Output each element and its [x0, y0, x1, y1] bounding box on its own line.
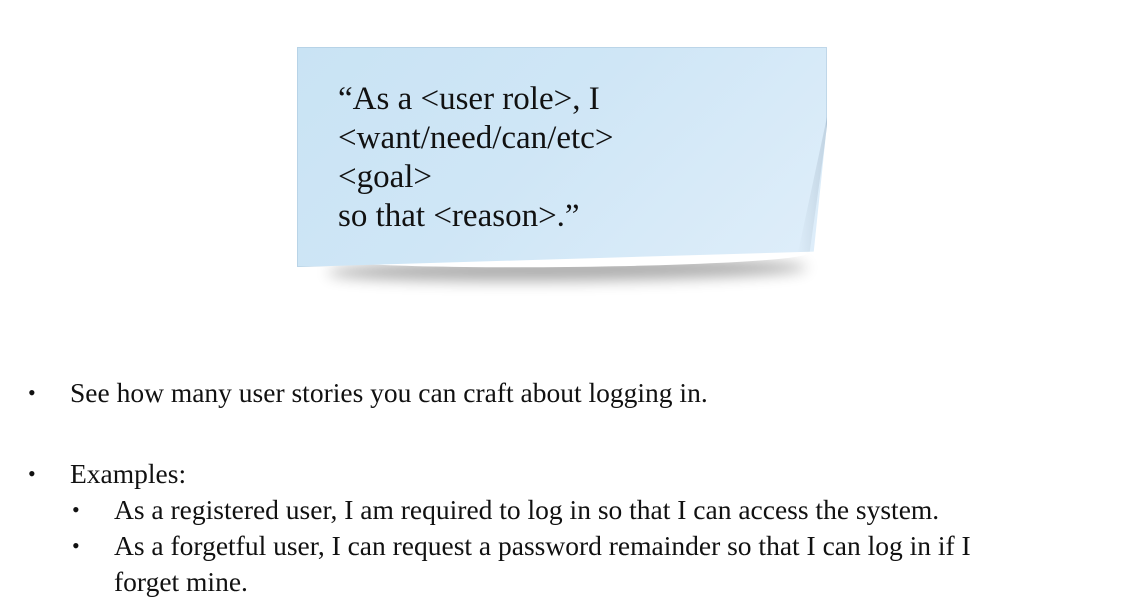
sticky-note-curl [797, 117, 827, 257]
sticky-note-paper: “As a <user role>, I <want/need/can/etc> <… [297, 47, 827, 267]
user-story-template: “As a <user role>, I <want/need/can/etc> <… [338, 80, 613, 236]
template-line-1: “As a <user role>, I [338, 81, 600, 117]
template-line-2: <want/need/can/etc> [338, 120, 614, 156]
example-forgetful-user: As a forgetful user, I can request a pas… [114, 530, 971, 561]
bullet-item-login-stories: See how many user stories you can craft … [70, 377, 708, 408]
example-registered-user: As a registered user, I am required to l… [114, 494, 940, 525]
example-forgetful-user-continued: forget mine. [114, 566, 248, 597]
bullet-dot-icon: • [28, 461, 36, 486]
sub-bullet-dot-icon: • [72, 533, 80, 558]
sub-bullet-dot-icon: • [72, 497, 80, 522]
bullet-dot-icon: • [28, 380, 36, 405]
template-line-3: <goal> [338, 159, 433, 195]
user-story-sticky-note: “As a <user role>, I <want/need/can/etc> <… [297, 47, 827, 269]
template-line-4: so that <reason>.” [338, 198, 580, 234]
bullet-item-examples: Examples: [70, 458, 187, 489]
